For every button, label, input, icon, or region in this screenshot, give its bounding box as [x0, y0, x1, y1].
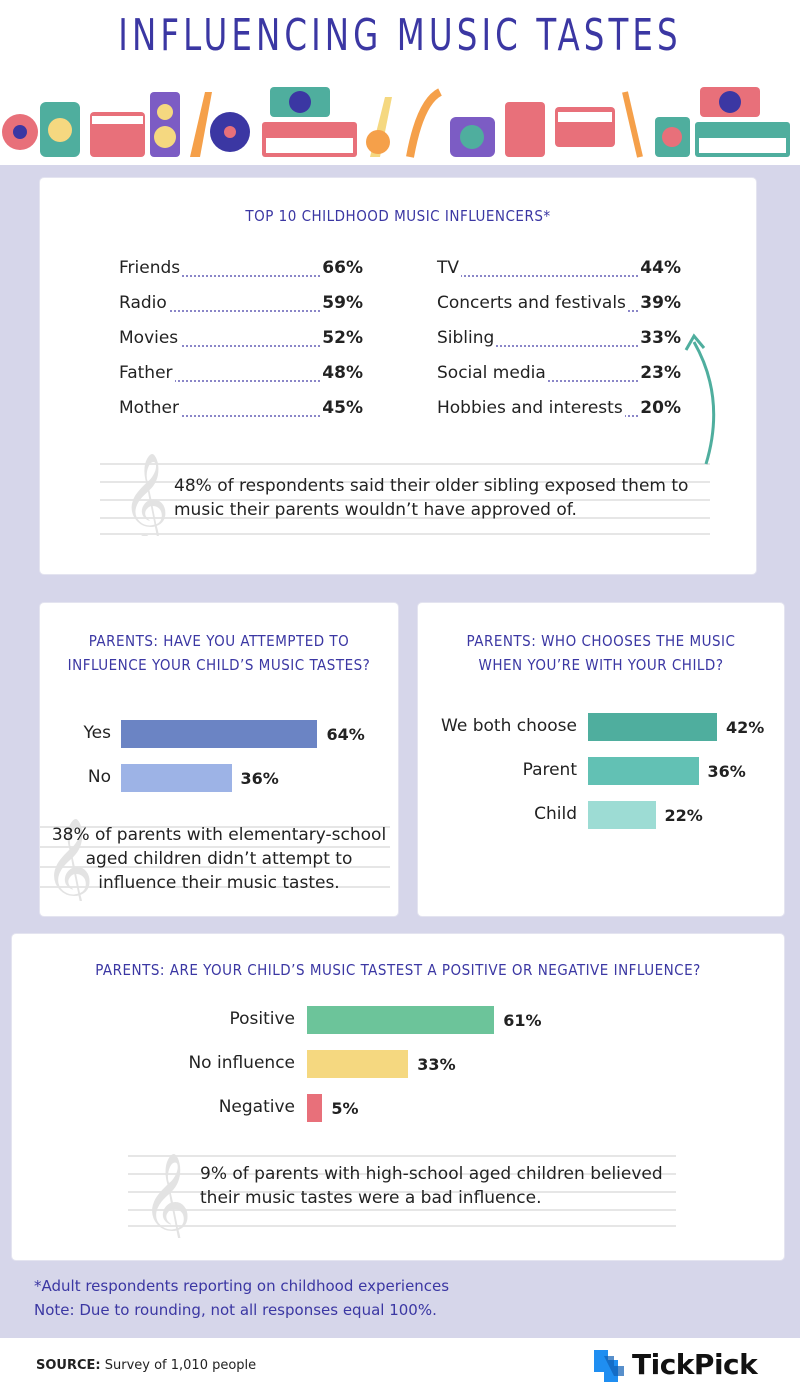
bar-value-label: 5% — [331, 1099, 359, 1118]
dotted-leader — [441, 345, 645, 347]
bar-value-label: 61% — [503, 1011, 542, 1030]
dotted-leader — [123, 380, 327, 382]
influencer-percent: 33% — [640, 328, 681, 348]
influencer-row: Sibling 33% — [437, 328, 681, 352]
tickpick-logo: TickPick — [590, 1346, 775, 1386]
influencer-label: Radio — [119, 293, 169, 313]
svg-text:𝄞: 𝄞 — [122, 452, 169, 536]
svg-text:𝄞: 𝄞 — [44, 817, 94, 901]
bar — [307, 1094, 323, 1122]
bar-category-label: Child — [534, 804, 577, 824]
dotted-leader — [123, 275, 327, 277]
svg-text:𝄞: 𝄞 — [142, 1152, 192, 1238]
bar — [588, 757, 699, 785]
dotted-leader — [123, 310, 327, 312]
influencer-label: TV — [437, 258, 462, 278]
bar-value-label: 33% — [417, 1055, 456, 1074]
influencer-row: TV 44% — [437, 258, 681, 282]
dotted-leader — [123, 415, 327, 417]
bar — [588, 713, 717, 741]
influencer-percent: 44% — [640, 258, 681, 278]
bar-category-label: Yes — [83, 723, 111, 743]
influencer-row: Friends 66% — [119, 258, 363, 282]
influencer-label: Mother — [119, 398, 181, 418]
bar-category-label: Parent — [522, 760, 577, 780]
influencer-row: Mother 45% — [119, 398, 363, 422]
footer-band — [0, 1338, 800, 1397]
influencer-row: Radio 59% — [119, 293, 363, 317]
influencers-note: 48% of respondents said their older sibl… — [174, 476, 689, 520]
page-title: INFLUENCING MUSIC TASTES — [118, 10, 682, 61]
influencer-row: Father 48% — [119, 363, 363, 387]
influencer-percent: 39% — [640, 293, 681, 313]
bar-category-label: No — [87, 767, 111, 787]
arrow-icon — [684, 333, 716, 465]
bar — [121, 720, 318, 748]
bar-value-label: 64% — [326, 725, 365, 744]
positive-note: 9% of parents with high-school aged chil… — [200, 1164, 663, 1208]
influencer-label: Sibling — [437, 328, 497, 348]
influencer-percent: 20% — [640, 398, 681, 418]
influencer-row: Hobbies and interests 20% — [437, 398, 681, 422]
bar-value-label: 22% — [664, 806, 703, 825]
influencer-percent: 45% — [322, 398, 363, 418]
chooser-card: PARENTS: WHO CHOOSES THE MUSIC WHEN YOU’… — [418, 603, 784, 916]
dotted-leader — [441, 275, 645, 277]
footnote-respondents: *Adult respondents reporting on childhoo… — [34, 1277, 450, 1295]
bar-value-label: 36% — [240, 769, 279, 788]
footnote-rounding: Note: Due to rounding, not all responses… — [34, 1301, 437, 1319]
bar-category-label: No influence — [188, 1053, 295, 1073]
influencer-label: Movies — [119, 328, 181, 348]
influencer-label: Hobbies and interests — [437, 398, 625, 418]
dotted-leader — [123, 345, 327, 347]
influencer-percent: 48% — [322, 363, 363, 383]
bar — [307, 1050, 409, 1078]
influencer-percent: 52% — [322, 328, 363, 348]
bar-value-label: 36% — [707, 762, 746, 781]
positive-card: PARENTS: ARE YOUR CHILD’S MUSIC TASTEST … — [12, 934, 784, 1260]
influencer-row: Concerts and festivals 39% — [437, 293, 681, 317]
influencer-row: Social media 23% — [437, 363, 681, 387]
influencer-row: Movies 52% — [119, 328, 363, 352]
logo-icon — [594, 1350, 624, 1382]
influencer-label: Concerts and festivals — [437, 293, 628, 313]
attempt-title: PARENTS: HAVE YOU ATTEMPTED TO INFLUENCE… — [67, 632, 371, 674]
bar-value-label: 42% — [725, 718, 765, 737]
influencer-label: Social media — [437, 363, 548, 383]
influencers-card: TOP 10 CHILDHOOD MUSIC INFLUENCERS* Frie… — [40, 178, 756, 574]
bar — [588, 801, 656, 829]
treble-clef-icon: 𝄞 — [40, 817, 390, 901]
bar-category-label: We both choose — [441, 716, 577, 736]
bar-category-label: Negative — [218, 1097, 295, 1117]
source-text: SOURCE: Survey of 1,010 people — [36, 1358, 257, 1373]
influencer-percent: 59% — [322, 293, 363, 313]
influencer-label: Father — [119, 363, 175, 383]
music-notes-icon — [2, 87, 790, 158]
brand-name: TickPick — [632, 1348, 758, 1381]
instruments-banner — [2, 87, 790, 158]
bar — [307, 1006, 495, 1034]
treble-clef-icon: 𝄞 — [100, 452, 710, 536]
influencer-percent: 23% — [640, 363, 681, 383]
attempt-note: 38% of parents with elementary-school ag… — [51, 825, 387, 893]
treble-clef-icon: 𝄞 — [128, 1152, 676, 1238]
attempt-card: PARENTS: HAVE YOU ATTEMPTED TO INFLUENCE… — [40, 603, 398, 916]
chooser-title: PARENTS: WHO CHOOSES THE MUSIC WHEN YOU’… — [466, 632, 736, 674]
positive-title: PARENTS: ARE YOUR CHILD’S MUSIC TASTEST … — [95, 961, 701, 979]
influencer-label: Friends — [119, 258, 183, 278]
bar-category-label: Positive — [229, 1009, 295, 1029]
bar — [121, 764, 232, 792]
influencers-title: TOP 10 CHILDHOOD MUSIC INFLUENCERS* — [245, 207, 551, 225]
influencer-percent: 66% — [322, 258, 363, 278]
